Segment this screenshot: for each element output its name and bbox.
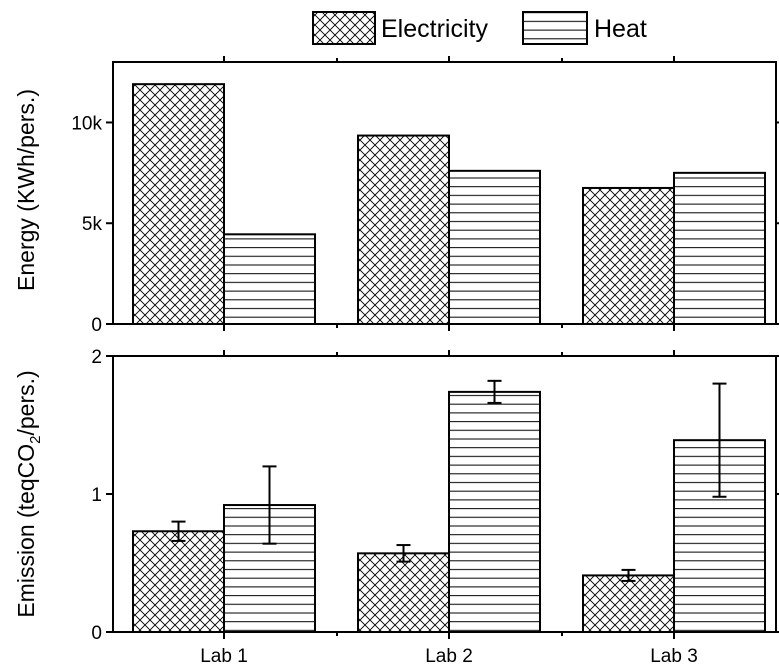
emission-y-axis-title: Emission (teqCO2/pers.) bbox=[13, 370, 44, 617]
emission-bar-heat-2 bbox=[448, 390, 541, 633]
energy-bar-electricity-1 bbox=[132, 83, 225, 325]
energy-bar-heat-2 bbox=[448, 169, 541, 325]
legend-label-electricity: Electricity bbox=[381, 15, 488, 43]
energy-bars bbox=[132, 83, 766, 325]
legend-swatch-heat bbox=[522, 11, 588, 45]
emission-error-bars bbox=[171, 379, 727, 582]
energy-bar-heat-1 bbox=[223, 233, 316, 325]
emission-ticks: 0 1 2 bbox=[91, 347, 779, 644]
emission-error-bar-heat-2 bbox=[487, 379, 502, 404]
emission-y-axis-title-subscript: 2 bbox=[27, 436, 44, 444]
emission-bar-electricity-1 bbox=[132, 530, 225, 634]
emission-error-bar-electricity-1 bbox=[171, 520, 186, 542]
x-category-label: Lab 2 bbox=[425, 646, 473, 667]
energy-bar-electricity-3 bbox=[582, 186, 675, 325]
legend: Electricity Heat bbox=[312, 11, 647, 45]
x-category-label: Lab 1 bbox=[200, 646, 248, 667]
emission-error-bar-heat-3 bbox=[712, 382, 727, 498]
emission-bar-electricity-2 bbox=[357, 552, 450, 634]
energy-y-tick-label: 5k bbox=[82, 214, 103, 235]
energy-y-tick-label: 10k bbox=[71, 113, 102, 134]
emission-error-bar-electricity-3 bbox=[621, 568, 636, 582]
energy-panel: 0 5k 10k Energy (KWh/pers.) bbox=[13, 56, 779, 336]
x-axis-labels: Lab 1 Lab 2 Lab 3 bbox=[200, 646, 698, 667]
energy-y-axis-title: Energy (KWh/pers.) bbox=[13, 89, 39, 291]
x-category-label: Lab 3 bbox=[650, 646, 698, 667]
emission-y-tick-label: 2 bbox=[91, 347, 102, 368]
emission-panel: 012 Emission (teqCO2/pers.) bbox=[13, 347, 779, 644]
energy-bar-heat-3 bbox=[673, 171, 766, 325]
energy-ticks: 0 5k 10k bbox=[71, 56, 779, 336]
emission-y-axis-title-end: /pers.) bbox=[13, 370, 39, 435]
emission-error-bar-electricity-2 bbox=[396, 544, 411, 563]
legend-swatch-electricity bbox=[312, 11, 376, 45]
legend-label-heat: Heat bbox=[594, 15, 647, 43]
emission-y-tick-label: 0 bbox=[91, 623, 102, 644]
emission-y-tick-label: 1 bbox=[91, 485, 102, 506]
emission-bar-electricity-3 bbox=[582, 574, 675, 633]
energy-bar-electricity-2 bbox=[357, 134, 450, 325]
energy-plot-frame bbox=[112, 61, 777, 325]
emission-bars bbox=[132, 390, 766, 634]
energy-y-tick-label: 0 bbox=[91, 315, 102, 336]
emission-error-bar-heat-1 bbox=[262, 465, 277, 545]
emission-y-axis-title-main: Emission (teqCO bbox=[13, 444, 39, 618]
